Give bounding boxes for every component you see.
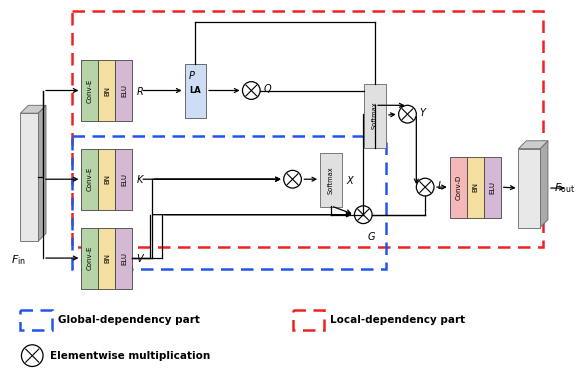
Bar [293,310,324,330]
Text: BN: BN [104,85,110,95]
Text: BN: BN [104,174,110,184]
Bar [115,60,133,121]
Text: ELU: ELU [489,180,495,194]
Text: $\mathit{L}$: $\mathit{L}$ [437,179,444,191]
Bar [20,113,38,241]
Text: Softmax: Softmax [372,102,378,130]
Text: Local-dependency part: Local-dependency part [330,315,465,325]
Bar [484,156,501,218]
Text: BN: BN [104,253,110,263]
Bar [81,149,98,210]
Text: $\mathit{X}$: $\mathit{X}$ [346,174,355,186]
Bar [450,156,467,218]
Text: Conv-D: Conv-D [455,175,462,200]
Polygon shape [38,105,46,241]
Text: Global-dependency part: Global-dependency part [58,315,200,325]
Text: Conv-E: Conv-E [87,246,93,270]
Text: BN: BN [472,182,478,192]
Text: $\mathit{V}$: $\mathit{V}$ [136,252,146,264]
Text: ELU: ELU [121,251,127,265]
Bar [72,136,386,269]
Bar [364,83,386,148]
Bar [72,10,543,247]
Text: Conv-E: Conv-E [87,78,93,103]
Text: ELU: ELU [121,84,127,97]
Bar [115,149,133,210]
Text: $\mathit{Q}$: $\mathit{Q}$ [263,82,272,95]
Bar [98,60,115,121]
Text: $\mathit{Y}$: $\mathit{Y}$ [419,106,428,118]
Text: $\mathit{G}$: $\mathit{G}$ [367,230,377,242]
Bar [98,149,115,210]
Text: $\mathit{F}_{\mathrm{out}}$: $\mathit{F}_{\mathrm{out}}$ [554,181,575,195]
Polygon shape [20,105,46,113]
Text: $\mathit{K}$: $\mathit{K}$ [136,173,146,185]
Text: ELU: ELU [121,173,127,186]
Text: Elementwise multiplication: Elementwise multiplication [50,351,210,361]
Text: LA: LA [189,87,201,95]
Text: Conv-E: Conv-E [87,167,93,191]
Bar [81,227,98,289]
Bar [184,64,206,118]
Text: Softmax: Softmax [328,166,334,194]
Bar [98,227,115,289]
Bar [81,60,98,121]
Bar [519,149,540,227]
Polygon shape [540,141,548,227]
Polygon shape [519,141,548,149]
Bar [467,156,484,218]
Bar [320,152,342,207]
Text: $\mathit{R}$: $\mathit{R}$ [136,85,144,97]
Bar [20,310,52,330]
Bar [115,227,133,289]
Text: $\mathit{F}_{\mathrm{in}}$: $\mathit{F}_{\mathrm{in}}$ [11,253,26,267]
Text: $\mathit{P}$: $\mathit{P}$ [189,69,196,81]
